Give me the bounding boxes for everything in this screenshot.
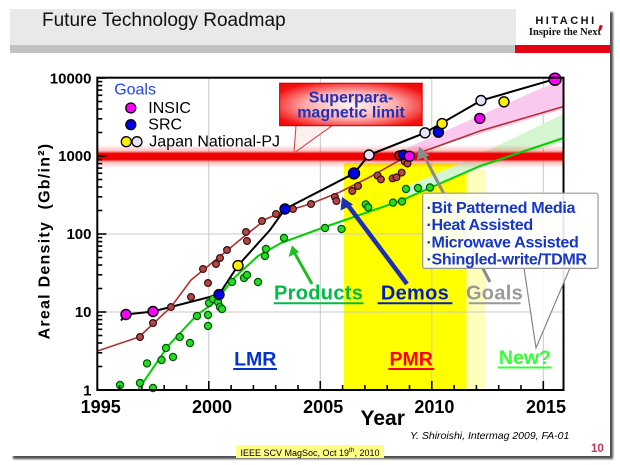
- svg-text:2010: 2010: [414, 397, 454, 417]
- svg-text:2000: 2000: [192, 397, 232, 417]
- svg-text:1: 1: [83, 383, 91, 400]
- svg-text:Goals: Goals: [466, 283, 523, 305]
- svg-text:Areal Density (Gb/in²): Areal Density (Gb/in²): [37, 143, 54, 340]
- svg-text:Goals: Goals: [114, 82, 156, 99]
- svg-text:·Microwave Assisted: ·Microwave Assisted: [427, 233, 579, 251]
- svg-text:1000: 1000: [58, 148, 91, 165]
- svg-text:10000: 10000: [50, 70, 92, 87]
- svg-text:·Bit Patterned Media: ·Bit Patterned Media: [427, 199, 577, 217]
- svg-text:·Heat Assisted: ·Heat Assisted: [427, 216, 533, 234]
- svg-text:100: 100: [66, 226, 91, 243]
- svg-text:Demos: Demos: [381, 283, 449, 305]
- svg-text:10: 10: [75, 304, 92, 321]
- svg-text:New?: New?: [499, 347, 551, 369]
- svg-text:INSIC: INSIC: [148, 100, 191, 117]
- svg-text:1995: 1995: [81, 397, 121, 417]
- svg-text:LMR: LMR: [234, 349, 276, 371]
- svg-text:Year: Year: [361, 407, 405, 430]
- svg-text:SRC: SRC: [148, 117, 182, 134]
- svg-text:PMR: PMR: [390, 349, 433, 371]
- svg-text:2005: 2005: [303, 397, 343, 417]
- svg-text:Japan National-PJ: Japan National-PJ: [149, 134, 280, 151]
- svg-text:Products: Products: [274, 283, 363, 305]
- svg-text:2015: 2015: [526, 397, 566, 417]
- svg-text:magnetic limit: magnetic limit: [297, 105, 405, 122]
- svg-text:·Shingled-write/TDMR: ·Shingled-write/TDMR: [427, 251, 588, 269]
- svg-text:Superpara-: Superpara-: [309, 90, 393, 107]
